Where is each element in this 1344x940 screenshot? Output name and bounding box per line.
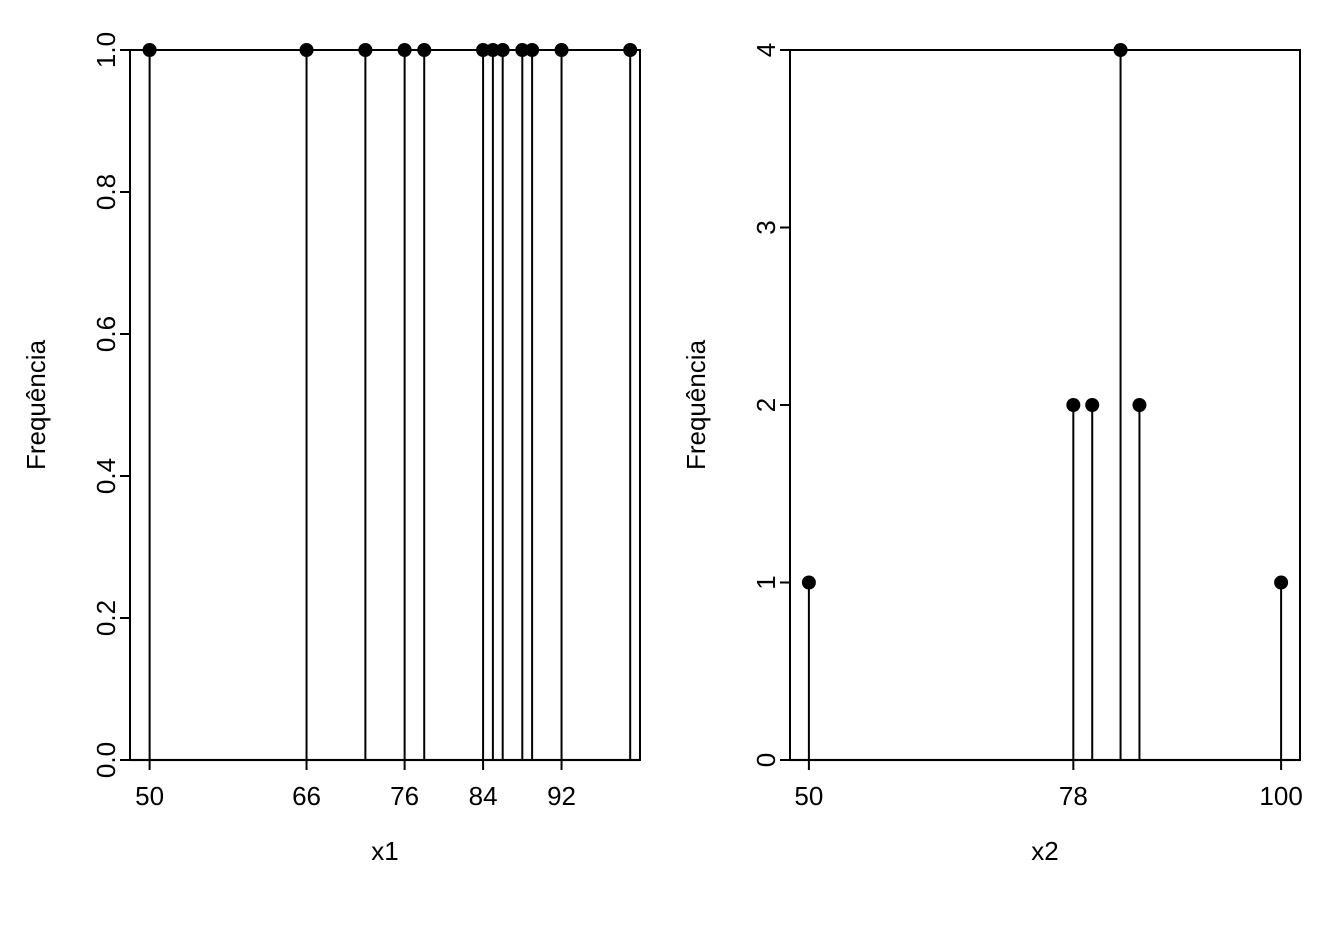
x-tick-label: 100	[1259, 781, 1302, 811]
y-tick-label: 0.2	[91, 600, 121, 636]
x-tick-label: 76	[390, 781, 419, 811]
dual-stem-chart: 50 66 76 84 92 0.0 0.2 0.4 0.6 0.8 1.0 x1 Frequência…	[0, 0, 1344, 940]
y-tick-label: 2	[751, 398, 781, 412]
stem-marker	[1274, 576, 1288, 590]
y-tick-label: 3	[751, 220, 781, 234]
y-tick-label: 4	[751, 43, 781, 57]
x-axis-label: x1	[371, 836, 398, 866]
y-tick-label: 0	[751, 753, 781, 767]
x-tick-label: 50	[794, 781, 823, 811]
y-tick-label: 0.8	[91, 174, 121, 210]
stem-marker	[1085, 398, 1099, 412]
y-tick-label: 0.6	[91, 316, 121, 352]
x-tick-label: 92	[547, 781, 576, 811]
x-tick-label: 78	[1059, 781, 1088, 811]
y-axis-label: Frequência	[681, 339, 711, 470]
stem-marker	[1066, 398, 1080, 412]
stem-marker	[1132, 398, 1146, 412]
plot-frame	[790, 50, 1300, 760]
x-tick-label: 84	[469, 781, 498, 811]
y-axis-label: Frequência	[21, 339, 51, 470]
y-tick-label: 1	[751, 575, 781, 589]
x-axis-label: x2	[1031, 836, 1058, 866]
right_chart: 50 78 100 0 1 2 3 4 x2 Frequência	[681, 43, 1303, 866]
y-tick-label: 0.0	[91, 742, 121, 778]
plot-frame	[130, 50, 640, 760]
y-tick-label: 1.0	[91, 32, 121, 68]
x-tick-label: 66	[292, 781, 321, 811]
x-tick-label: 50	[135, 781, 164, 811]
stem-marker	[802, 576, 816, 590]
y-tick-label: 0.4	[91, 458, 121, 494]
left_chart: 50 66 76 84 92 0.0 0.2 0.4 0.6 0.8 1.0 x1 Frequência	[21, 32, 640, 866]
